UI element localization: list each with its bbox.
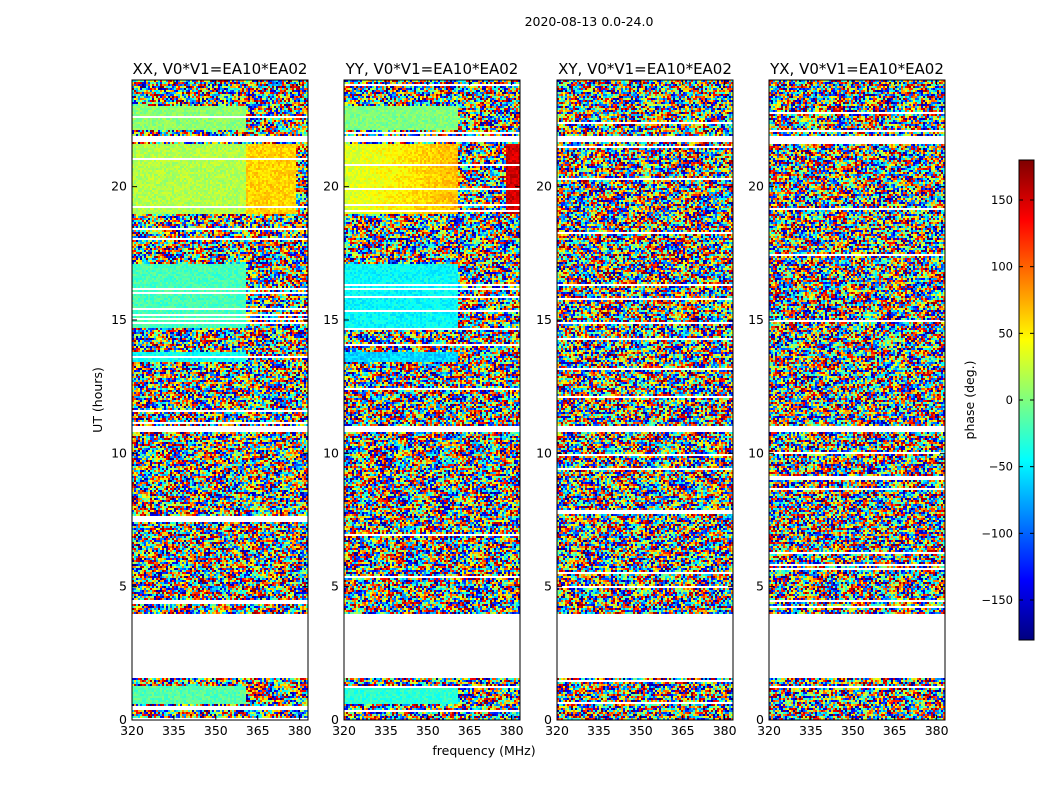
colorbar-tick-label: 100	[991, 260, 1013, 274]
colorbar-label: phase (deg.)	[962, 361, 977, 440]
y-tick-label: 0	[756, 712, 764, 727]
x-tick-label: 350	[841, 723, 865, 738]
colorbar-tick-label: 0	[1006, 393, 1013, 407]
x-tick-label: 320	[332, 723, 356, 738]
y-tick-label: 10	[748, 445, 764, 460]
y-tick-label: 20	[111, 179, 127, 194]
y-tick-label: 10	[536, 445, 552, 460]
panel-4: YX, V0*V1=EA10*EA02 320 335 350 365 380 0 5 10 15…	[748, 60, 949, 738]
y-tick-label: 15	[536, 312, 552, 327]
panel-title: XY, V0*V1=EA10*EA02	[558, 60, 732, 78]
y-tick-label: 0	[544, 712, 552, 727]
x-tick-label: 380	[713, 723, 737, 738]
colorbar-tick-label: 150	[991, 193, 1013, 207]
x-tick-label: 335	[374, 723, 398, 738]
y-tick-label: 5	[544, 579, 552, 594]
heatmap-image	[769, 80, 945, 720]
panels-group: XX, V0*V1=EA10*EA02 320 335 350 365 380 0 5 10 15…	[111, 60, 949, 738]
colorbar-tick-label: −100	[981, 526, 1013, 540]
y-tick-label: 10	[111, 445, 127, 460]
x-axis-label: frequency (MHz)	[432, 743, 535, 758]
colorbar-tick-label: −50	[989, 460, 1013, 474]
y-tick-label: 15	[323, 312, 339, 327]
x-tick-label: 365	[883, 723, 907, 738]
x-tick-label: 320	[757, 723, 781, 738]
y-tick-label: 5	[331, 579, 339, 594]
x-tick-label: 365	[458, 723, 482, 738]
x-tick-label: 365	[671, 723, 695, 738]
x-tick-label: 380	[500, 723, 524, 738]
panel-3: XY, V0*V1=EA10*EA02 320 335 350 365 380 0 5 10 15…	[536, 60, 737, 738]
heatmap-image	[557, 80, 733, 720]
y-tick-label: 5	[756, 579, 764, 594]
panel-2: YY, V0*V1=EA10*EA02 320 335 350 365 380 0 5 10 15…	[323, 60, 524, 738]
x-tick-label: 335	[587, 723, 611, 738]
heatmap-image	[132, 80, 308, 720]
y-tick-label: 10	[323, 445, 339, 460]
y-tick-label: 15	[748, 312, 764, 327]
x-tick-label: 350	[416, 723, 440, 738]
panel-title: YX, V0*V1=EA10*EA02	[769, 60, 944, 78]
x-tick-label: 320	[120, 723, 144, 738]
figure-suptitle: 2020-08-13 0.0-24.0	[525, 14, 654, 29]
x-tick-label: 335	[162, 723, 186, 738]
y-tick-label: 20	[323, 179, 339, 194]
y-tick-label: 0	[331, 712, 339, 727]
axes-frame	[131, 79, 309, 721]
axes-frame	[768, 79, 946, 721]
panel-title: XX, V0*V1=EA10*EA02	[133, 60, 308, 78]
y-tick-label: 0	[119, 712, 127, 727]
y-tick-label: 20	[748, 179, 764, 194]
colorbar-tick-label: 50	[998, 326, 1013, 340]
axes-frame	[343, 79, 521, 721]
x-tick-label: 350	[629, 723, 653, 738]
heatmap-image	[344, 80, 520, 720]
y-axis-label: UT (hours)	[90, 367, 105, 433]
x-tick-label: 320	[545, 723, 569, 738]
colorbar: 150 100 50 0 −50 −100 −150	[981, 159, 1035, 641]
panel-title: YY, V0*V1=EA10*EA02	[345, 60, 519, 78]
x-tick-label: 365	[246, 723, 270, 738]
x-tick-label: 335	[799, 723, 823, 738]
x-tick-label: 380	[288, 723, 312, 738]
y-tick-label: 20	[536, 179, 552, 194]
panel-1: XX, V0*V1=EA10*EA02 320 335 350 365 380 0 5 10 15…	[111, 60, 312, 738]
x-tick-label: 380	[925, 723, 949, 738]
x-tick-label: 350	[204, 723, 228, 738]
y-tick-label: 5	[119, 579, 127, 594]
axes-frame	[556, 79, 734, 721]
colorbar-tick-label: −150	[981, 593, 1013, 607]
y-tick-label: 15	[111, 312, 127, 327]
